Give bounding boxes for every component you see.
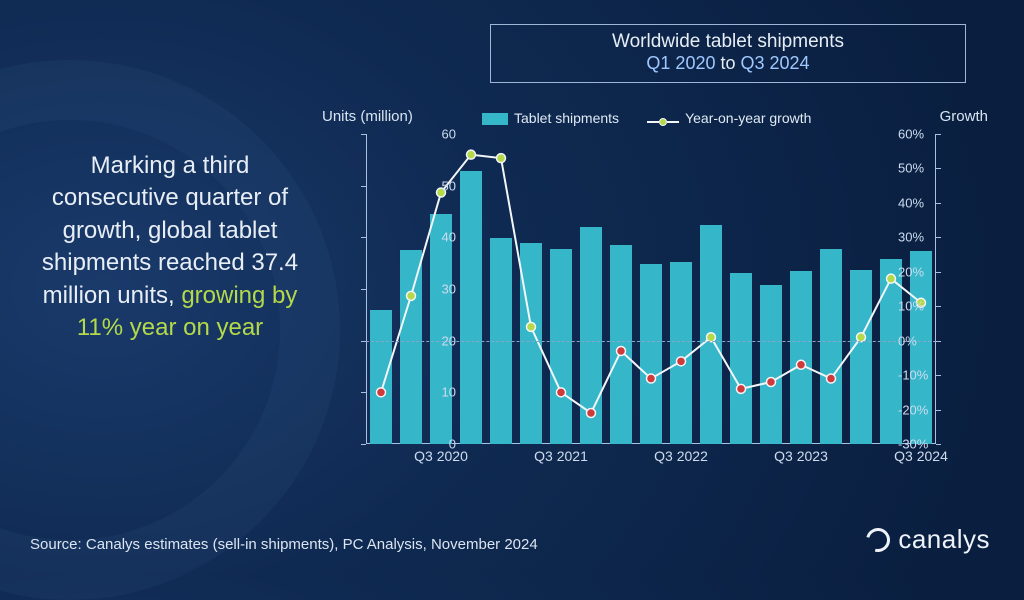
y-left-tick: 30 [442, 282, 456, 297]
growth-marker [497, 154, 506, 163]
y-left-tick: 20 [442, 333, 456, 348]
y-left-label: Units (million) [322, 108, 413, 125]
growth-marker [887, 274, 896, 283]
logo-ring-icon [862, 523, 895, 556]
growth-marker [557, 388, 566, 397]
legend-bar-swatch [482, 113, 508, 125]
legend-line: Year-on-year growth [647, 110, 811, 126]
growth-marker [587, 409, 596, 418]
x-tick-label: Q3 2022 [654, 448, 708, 464]
y-left-tick: 10 [442, 385, 456, 400]
y-right-tick: 20% [898, 264, 924, 279]
y-right-tick: 40% [898, 195, 924, 210]
growth-marker [527, 322, 536, 331]
chart: Units (million) Growth Tablet shipments … [322, 108, 988, 488]
growth-marker [467, 150, 476, 159]
y-right-tick: -10% [898, 368, 928, 383]
x-tick-label: Q3 2020 [414, 448, 468, 464]
title-range-mid: to [715, 53, 740, 73]
x-tick-label: Q3 2021 [534, 448, 588, 464]
y-right-label: Growth [940, 108, 988, 125]
title-range-from: Q1 2020 [646, 53, 715, 73]
growth-marker [767, 378, 776, 387]
growth-marker [617, 347, 626, 356]
title-range-to: Q3 2024 [741, 53, 810, 73]
y-left-tick: 40 [442, 230, 456, 245]
brand-logo: canalys [866, 524, 990, 555]
y-left-tick: 60 [442, 127, 456, 142]
y-right-tick: -30% [898, 437, 928, 452]
y-right-tick: 30% [898, 230, 924, 245]
legend-bars: Tablet shipments [482, 110, 619, 126]
y-right-tick: 50% [898, 161, 924, 176]
y-right-tick: 10% [898, 299, 924, 314]
legend-bars-label: Tablet shipments [514, 110, 619, 126]
x-tick-label: Q3 2023 [774, 448, 828, 464]
y-right-tick: 60% [898, 127, 924, 142]
legend: Tablet shipments Year-on-year growth [482, 110, 811, 126]
growth-marker [737, 384, 746, 393]
legend-line-marker [647, 118, 679, 126]
title-box: Worldwide tablet shipments Q1 2020 to Q3… [490, 24, 966, 83]
legend-line-label: Year-on-year growth [685, 110, 811, 126]
growth-marker [647, 374, 656, 383]
source-text: Source: Canalys estimates (sell-in shipm… [30, 536, 538, 553]
growth-marker [677, 357, 686, 366]
y-right-tick: 0% [898, 333, 917, 348]
y-left-tick: 0 [449, 437, 456, 452]
growth-marker [377, 388, 386, 397]
growth-marker [827, 374, 836, 383]
title-line1: Worldwide tablet shipments [503, 31, 953, 53]
logo-text: canalys [898, 524, 990, 555]
growth-marker [407, 291, 416, 300]
title-line2: Q1 2020 to Q3 2024 [503, 53, 953, 74]
summary-blurb: Marking a third consecutive quarter of g… [30, 150, 310, 344]
y-right-tick: -20% [898, 402, 928, 417]
y-left-tick: 50 [442, 178, 456, 193]
growth-marker [797, 360, 806, 369]
